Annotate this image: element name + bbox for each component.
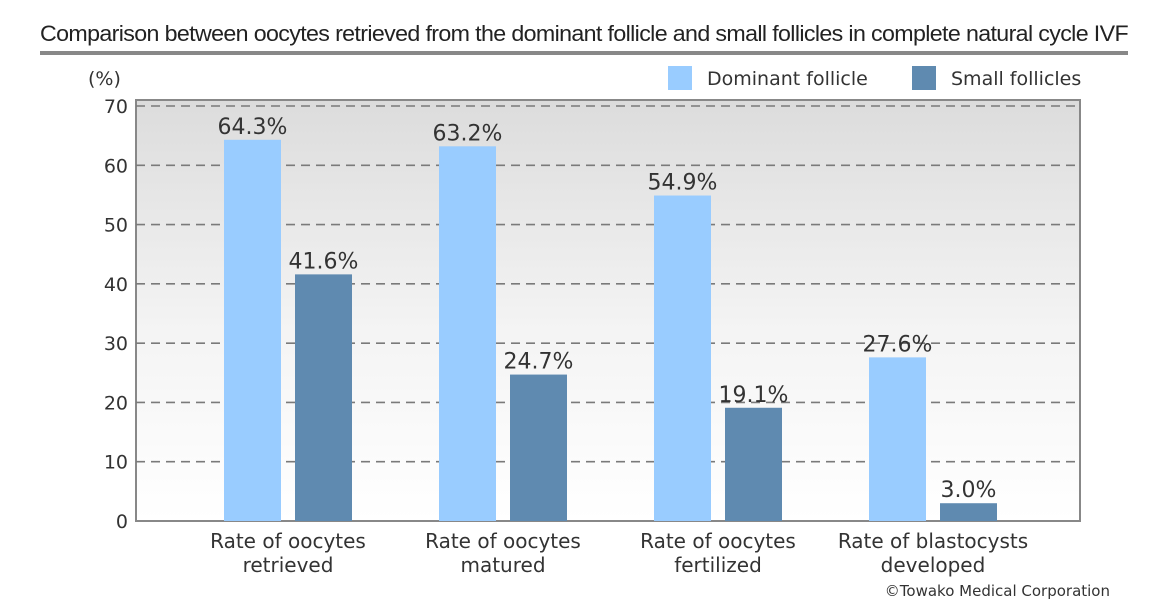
value-label: 64.3%	[218, 115, 288, 140]
bar-dominant-follicle	[654, 195, 711, 521]
value-label: 3.0%	[941, 478, 997, 503]
value-label: 24.7%	[504, 350, 574, 375]
x-category-label: fertilized	[674, 553, 762, 577]
x-category-label: Rate of oocytes	[425, 529, 581, 553]
y-tick-label: 10	[104, 452, 128, 474]
bars	[224, 139, 997, 522]
x-category-label: Rate of oocytes	[210, 529, 366, 553]
y-tick-label: 20	[104, 392, 128, 414]
chart-title: Comparison between oocytes retrieved fro…	[40, 21, 1128, 46]
x-category-label: developed	[881, 553, 986, 577]
value-label: 63.2%	[433, 121, 503, 146]
y-tick-label: 60	[104, 155, 128, 177]
x-category-label: retrieved	[243, 553, 334, 577]
y-tick-label: 30	[104, 333, 128, 355]
y-axis-ticks: 0 10 20 30 40 50 60 70	[104, 96, 128, 533]
bar-small-follicles	[940, 503, 997, 521]
value-labels: 64.3% 41.6% 63.2% 24.7% 54.9% 19.1% 27.6% 3.0%	[218, 115, 997, 503]
bar-dominant-follicle	[439, 146, 496, 522]
legend-swatch-small-follicles	[912, 66, 936, 90]
y-tick-label: 40	[104, 274, 128, 296]
y-tick-label: 70	[104, 96, 128, 118]
value-label: 27.6%	[863, 332, 933, 357]
y-tick-label: 50	[104, 215, 128, 237]
legend-label-small-follicles: Small follicles	[951, 68, 1081, 90]
bar-small-follicles	[295, 274, 352, 521]
legend-swatch-dominant-follicle	[668, 66, 692, 90]
bar-small-follicles	[725, 407, 782, 521]
copyright-notice: ©Towako Medical Corporation	[885, 582, 1110, 600]
value-label: 19.1%	[719, 383, 789, 408]
x-category-label: Rate of blastocysts	[838, 529, 1028, 553]
value-label: 41.6%	[289, 249, 359, 274]
y-tick-label: 0	[116, 511, 128, 533]
bar-small-follicles	[510, 374, 567, 521]
x-category-label: matured	[460, 553, 545, 577]
value-label: 54.9%	[648, 171, 718, 196]
title-underline	[40, 51, 1128, 55]
x-category-label: Rate of oocytes	[640, 529, 796, 553]
bar-dominant-follicle	[224, 139, 281, 522]
legend: Dominant follicle Small follicles	[668, 66, 1081, 90]
y-axis-unit-label: (%)	[88, 68, 121, 90]
legend-label-dominant-follicle: Dominant follicle	[707, 68, 868, 90]
bar-dominant-follicle	[869, 357, 926, 521]
